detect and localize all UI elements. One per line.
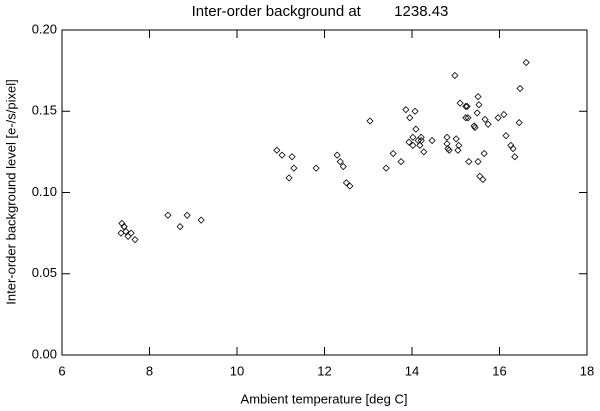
x-tick-label: 18: [580, 363, 594, 378]
point: [333, 151, 341, 159]
point: [342, 179, 350, 187]
point: [339, 162, 347, 171]
point: [346, 182, 354, 190]
point: [397, 158, 405, 166]
point: [462, 102, 470, 110]
point: [412, 125, 420, 133]
point: [476, 172, 484, 180]
point: [511, 153, 519, 161]
point: [522, 58, 530, 67]
point: [465, 158, 473, 166]
point: [411, 107, 419, 115]
x-tick-label: 10: [230, 363, 244, 378]
point: [131, 236, 139, 244]
point: [516, 84, 524, 93]
x-tick-label: 14: [405, 363, 419, 378]
point: [479, 175, 487, 184]
point: [481, 115, 489, 123]
point: [443, 133, 451, 141]
point: [273, 146, 281, 154]
point: [464, 114, 472, 122]
point: [416, 141, 424, 149]
point: [406, 114, 414, 122]
point: [285, 174, 293, 182]
point: [509, 145, 517, 153]
point: [382, 164, 390, 172]
point: [484, 120, 492, 128]
point: [473, 109, 481, 117]
y-tick-label: 0.15: [32, 103, 57, 118]
point: [164, 211, 172, 219]
point: [389, 149, 397, 158]
point: [463, 102, 471, 110]
point: [500, 110, 508, 119]
y-tick-label: 0.10: [32, 184, 57, 199]
point: [480, 149, 488, 158]
point: [417, 136, 425, 145]
point: [402, 106, 410, 114]
y-tick-label: 0.00: [32, 346, 57, 361]
point: [288, 153, 296, 161]
point: [471, 123, 479, 132]
x-tick-label: 16: [492, 363, 506, 378]
point: [409, 133, 417, 141]
point: [475, 101, 483, 109]
y-tick-label: 0.20: [32, 21, 57, 36]
y-axis-label: Inter-order background level [e-/s/pixel…: [3, 79, 18, 304]
point: [470, 122, 478, 130]
plot-frame: [61, 29, 588, 356]
point: [336, 158, 344, 166]
point: [409, 141, 417, 149]
x-tick-label: 8: [146, 363, 153, 378]
point: [515, 119, 523, 127]
point: [176, 223, 184, 231]
point: [451, 71, 459, 80]
point: [454, 146, 462, 154]
point: [278, 151, 286, 159]
point: [405, 138, 413, 146]
point: [122, 227, 130, 236]
point: [417, 133, 425, 141]
point: [290, 164, 298, 172]
point: [127, 229, 135, 237]
point: [462, 114, 470, 122]
point: [445, 146, 453, 154]
point: [502, 132, 510, 140]
y-tick-label: 0.05: [32, 265, 57, 280]
point: [312, 164, 320, 172]
x-tick-label: 6: [58, 363, 65, 378]
point: [366, 117, 374, 125]
chart-title: Inter-order background at 1238.43: [192, 3, 449, 20]
point: [455, 141, 463, 149]
point: [428, 136, 436, 145]
point: [452, 135, 460, 143]
point: [474, 93, 482, 101]
point: [443, 140, 451, 148]
point: [456, 99, 464, 107]
x-axis-label: Ambient temperature [deg C]: [241, 391, 408, 406]
point: [474, 158, 482, 166]
point: [183, 211, 191, 219]
point: [120, 223, 128, 231]
point: [197, 216, 205, 224]
x-tick-label: 12: [317, 363, 331, 378]
point: [420, 148, 428, 156]
point: [494, 114, 502, 122]
